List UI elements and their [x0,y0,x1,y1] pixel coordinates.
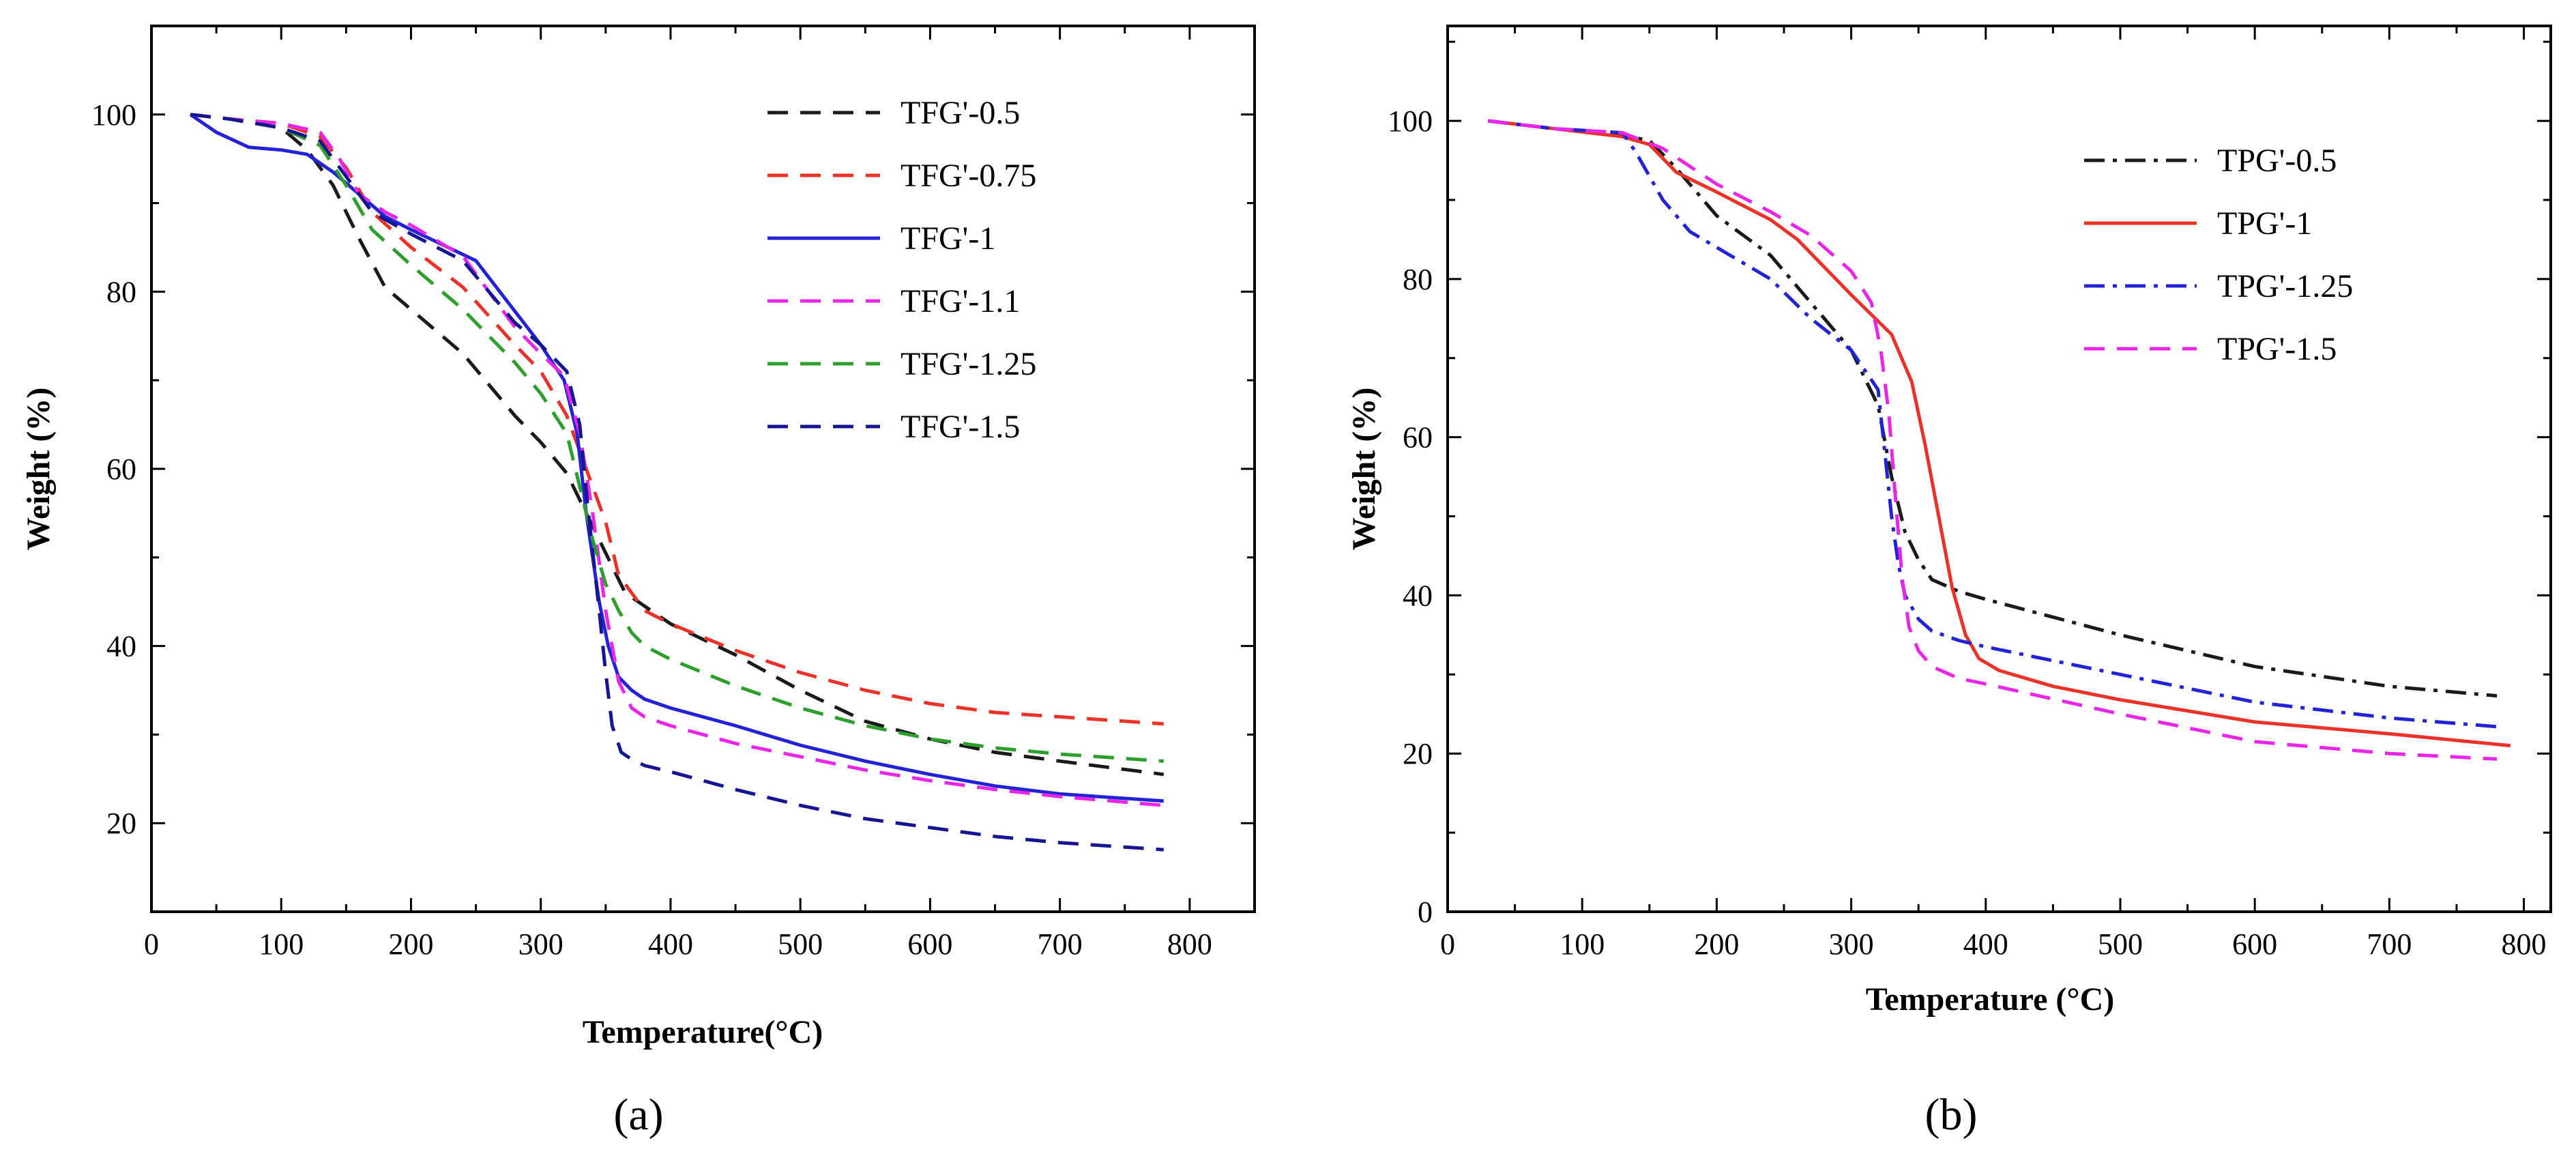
panel-b-x-tick-label: 700 [2367,927,2412,961]
panel-b-x-axis-title: Temperature (°C) [1866,981,2114,1018]
panel-a-y-tick-label: 20 [106,807,136,840]
panel-b-legend-label: TPG'-1 [2217,205,2312,242]
panel-a-legend-label: TFG'-1.5 [901,409,1020,445]
panel-b-y-tick-label: 60 [1403,421,1433,455]
panel-b-series-line [1487,119,2498,761]
panel-b-x-tick-label: 400 [1963,927,2008,961]
panel-b-plot-frame [1446,25,2552,913]
panel-b-y-tick-label: 100 [1388,104,1433,138]
panel-a-legend-label: TFG'-1.1 [901,283,1020,319]
panel-a: 0 100 200 300 400 500 600 700 800 20 40 60 80 100 TFG… [20,25,1256,1140]
panel-b-legend-label: TPG'-1.25 [2217,268,2353,304]
panel-b-legend-label: TPG'-1.5 [2217,331,2337,367]
panel-b-x-tick-label: 100 [1560,927,1605,961]
panel-b-x-tick-label: 300 [1829,927,1874,961]
panel-b-y-axis-title: Weight (%) [1346,388,1382,551]
panel-a-legend-label: TFG'-1 [901,220,995,257]
panel-b-y-tick-label: 80 [1403,263,1433,296]
panel-a-legend-label: TFG'-0.5 [901,95,1020,131]
panel-b-x-tick-label: 0 [1440,927,1455,961]
panel-a-axis-ticks: 0 100 200 300 400 500 600 700 800 20 40 60 80 100 [91,25,1256,961]
panel-b-series-line [1487,119,2511,748]
panel-b-label: (b) [1925,1090,1978,1140]
panel-b-x-tick-label: 600 [2232,927,2277,961]
panel-a-x-tick-label: 200 [388,927,433,961]
panel-a-x-tick-label: 800 [1167,927,1212,961]
panel-a-series-line [190,113,1165,777]
panel-a-y-tick-label: 100 [91,98,136,132]
panel-a-legend-label: TFG'-0.75 [901,158,1036,194]
panel-b-x-tick-label: 200 [1694,927,1739,961]
panel-b-y-tick-label: 20 [1403,737,1433,770]
panel-b-legend: TPG'-0.5 TPG'-1 TPG'-1.25 TPG'-1.5 [2084,143,2353,367]
panel-a-legend: TFG'-0.5 TFG'-0.75 TFG'-1 TFG'-1.1 TFG'-1.25… [767,95,1036,445]
panel-a-y-tick-label: 60 [106,452,136,486]
panel-b-axis-ticks: 0 100 200 300 400 500 600 700 800 0 20 40 60 80 100 [1388,26,2551,961]
panel-a-series-line [190,113,1164,763]
panel-a-series-line [190,113,1164,852]
panel-a-y-axis-title: Weight (%) [20,388,57,551]
panel-a-x-tick-label: 300 [518,927,564,961]
panel-a-x-tick-label: 700 [1038,927,1083,961]
panel-b-x-tick-label: 500 [2098,927,2143,961]
panel-a-x-axis-title: Temperature(°C) [583,1014,823,1050]
panel-a-y-tick-label: 80 [106,275,136,308]
panel-a-label: (a) [613,1090,663,1140]
panel-b: 0 100 200 300 400 500 600 700 800 0 20 40 60 80 100 TP… [1346,25,2552,1140]
panel-a-x-tick-label: 600 [907,927,952,961]
panel-b-legend-label: TPG'-0.5 [2217,143,2337,179]
panel-b-y-tick-label: 0 [1418,895,1433,929]
panel-a-legend-label: TFG'-1.25 [901,346,1036,382]
panel-a-x-tick-label: 400 [648,927,693,961]
panel-a-series-line [190,113,1165,807]
panel-b-y-tick-label: 40 [1403,579,1433,612]
panel-b-x-tick-label: 800 [2502,927,2547,961]
panel-a-x-tick-label: 0 [144,927,159,961]
panel-a-x-tick-label: 100 [259,927,304,961]
panel-a-series-group [189,113,1165,852]
panel-a-x-tick-label: 500 [778,927,823,961]
panel-b-series-line [1487,119,2498,729]
panel-b-series-group [1487,119,2511,761]
panel-a-y-tick-label: 40 [106,630,136,663]
